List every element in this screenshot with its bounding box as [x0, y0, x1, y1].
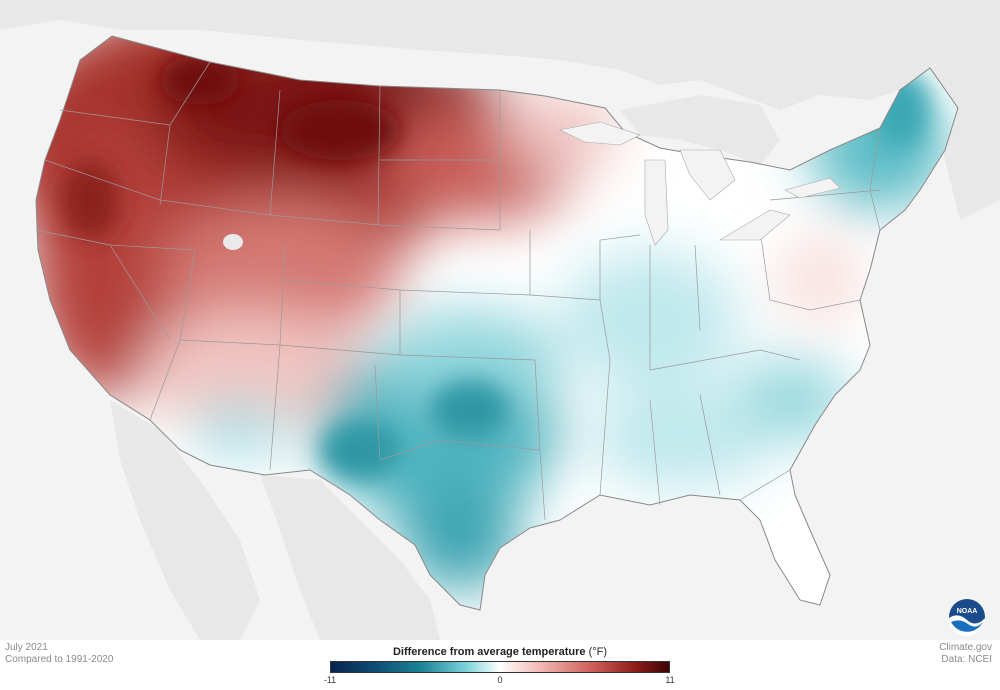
legend-max-label: 11	[665, 675, 675, 685]
legend-min-label: -11	[323, 675, 337, 685]
great-lakes	[559, 121, 841, 246]
data-source: Data: NCEI	[941, 654, 992, 665]
temperature-anomaly-map	[0, 0, 1000, 640]
legend-title: Difference from average temperature (°F)	[330, 646, 670, 658]
state-borders	[35, 35, 959, 611]
baseline-period: Compared to 1991-2020	[5, 654, 114, 665]
legend-title-text: Difference from average temperature	[392, 646, 586, 658]
map-area: NOAA	[0, 0, 1000, 640]
legend-mid-label: 0	[497, 675, 503, 685]
map-date: July 2021	[5, 642, 48, 653]
footer-left: July 2021 Compared to 1991-2020	[5, 642, 113, 666]
legend-unit: (°F)	[588, 646, 608, 658]
footer-right: Climate.gov Data: NCEI	[939, 642, 992, 666]
color-scale-bar	[330, 661, 670, 673]
credit-link[interactable]: Climate.gov	[939, 642, 992, 653]
noaa-logo-text: NOAA	[957, 608, 978, 615]
anomaly-field	[36, 36, 958, 610]
surrounding-land	[0, 0, 1000, 640]
noaa-logo: NOAA	[949, 599, 985, 636]
footer: July 2021 Compared to 1991-2020 Differen…	[0, 640, 1000, 690]
